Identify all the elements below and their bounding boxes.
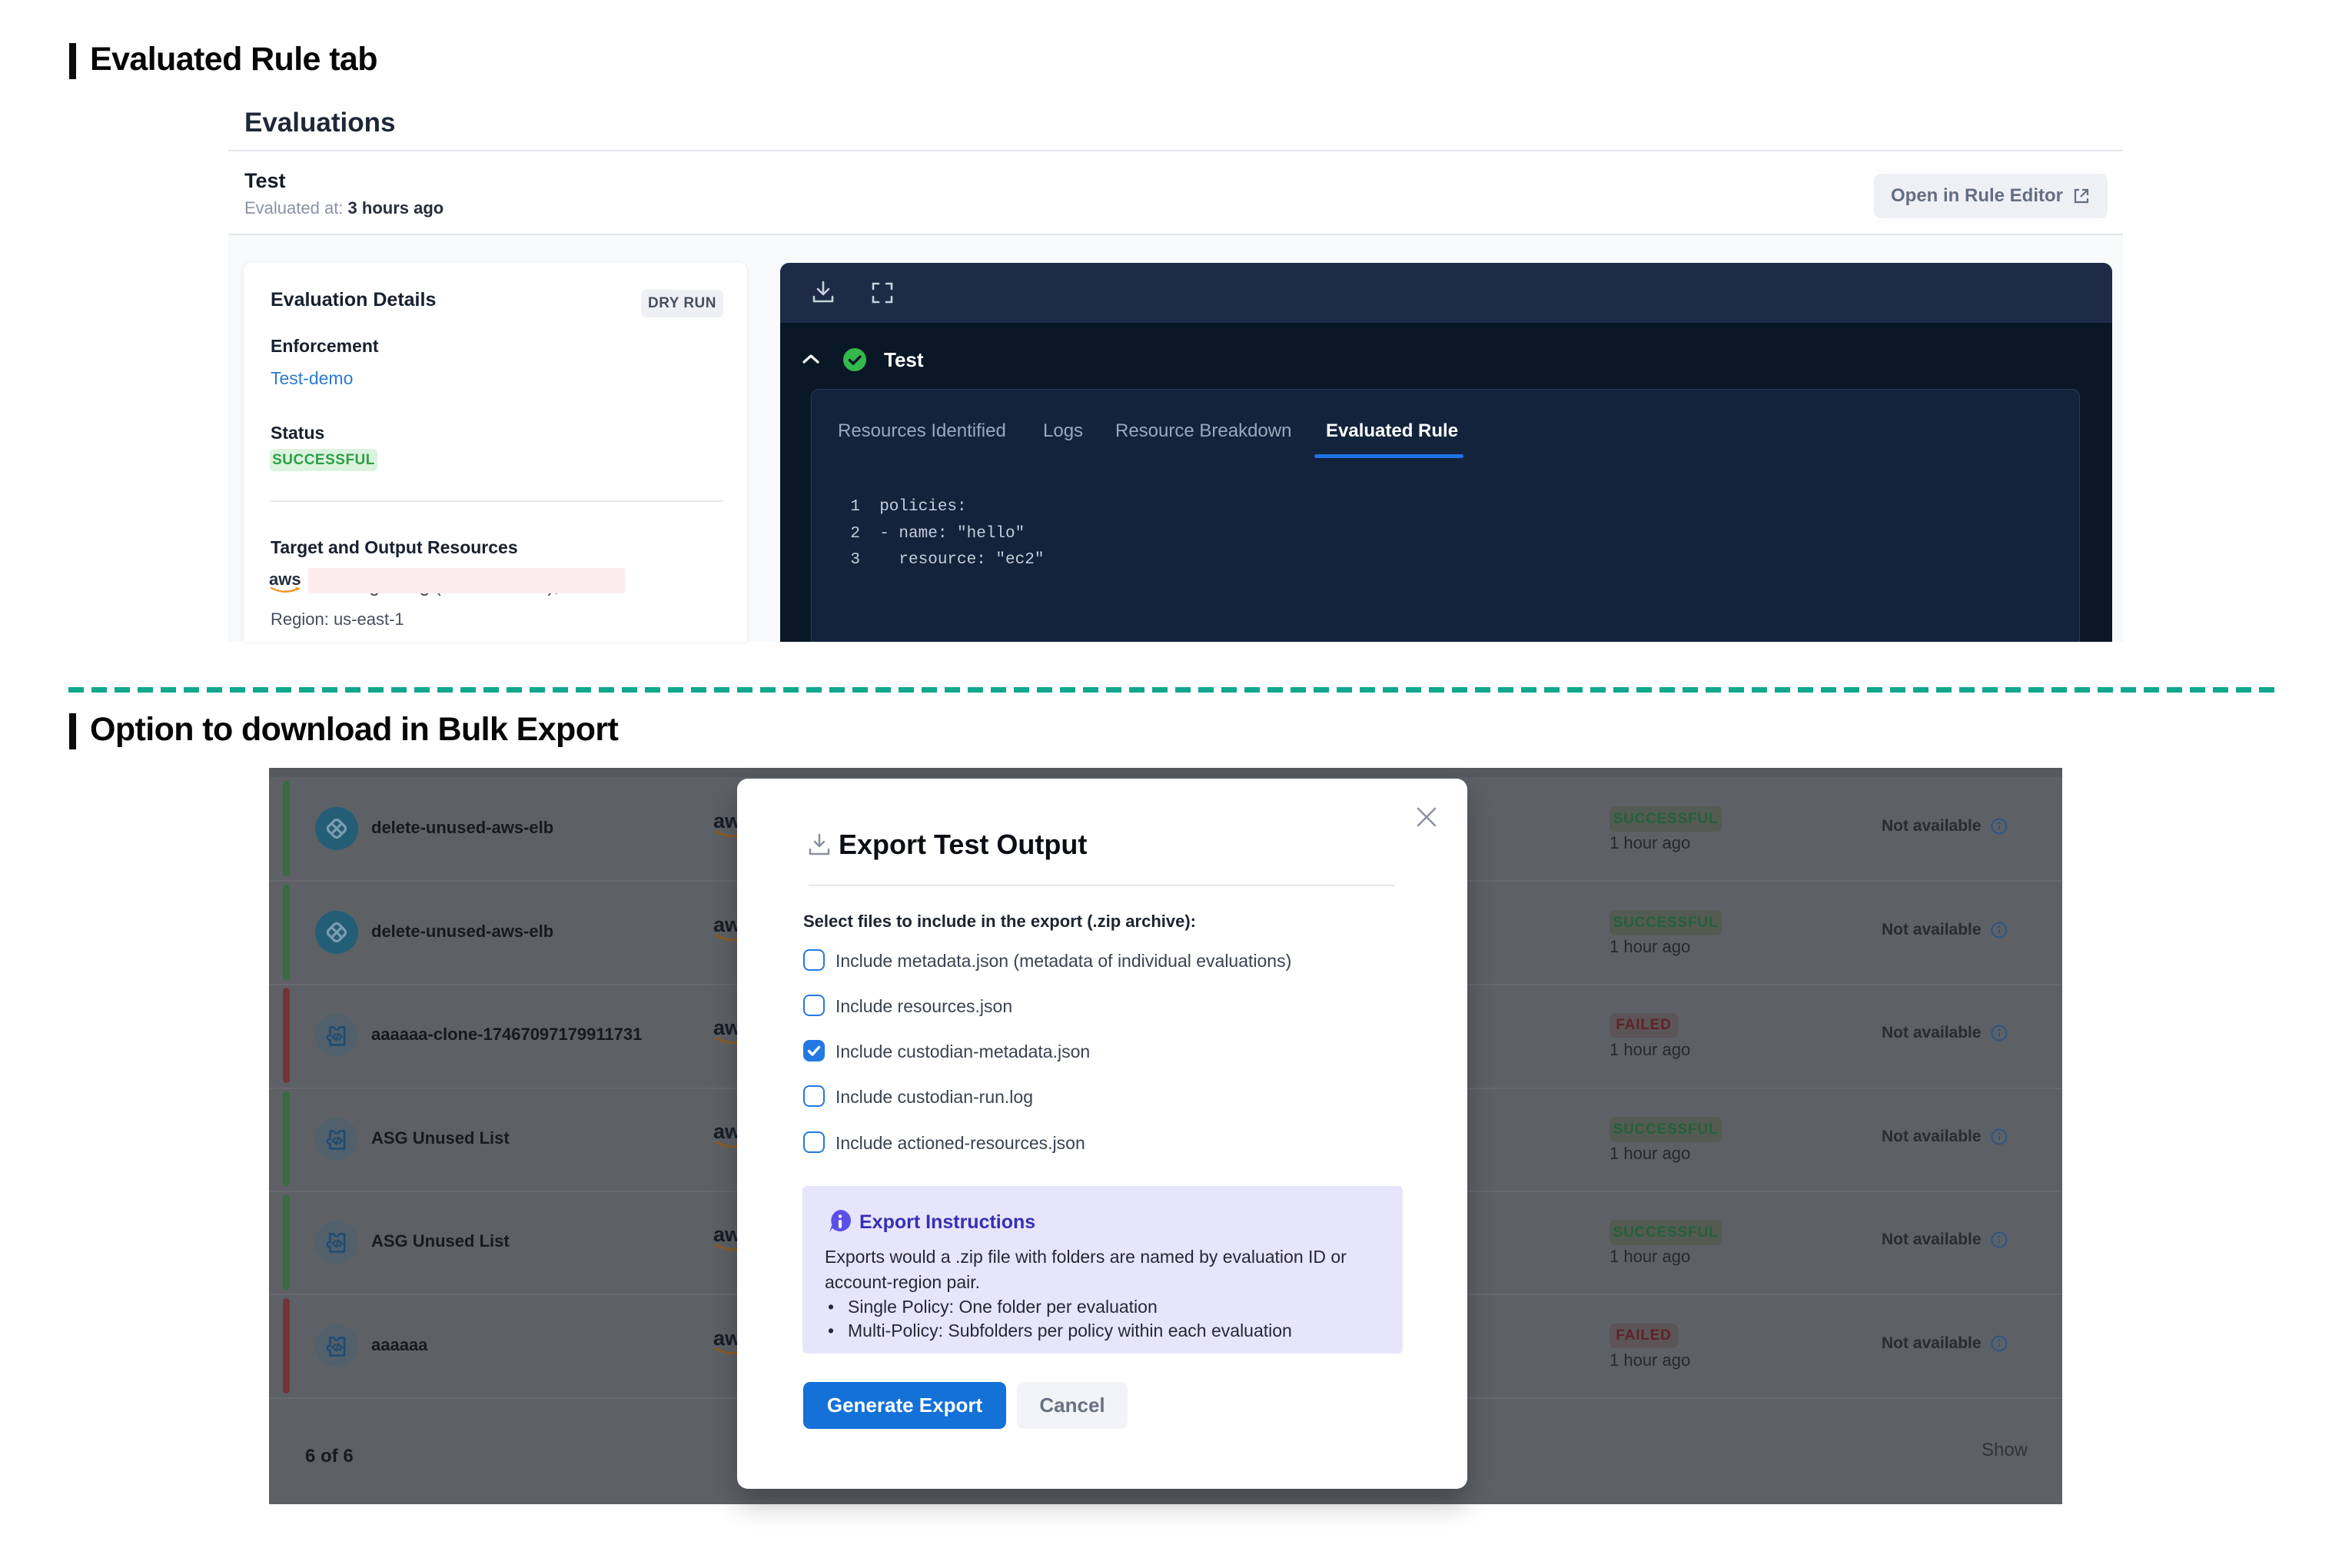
svg-text:aws: aws	[269, 570, 301, 589]
